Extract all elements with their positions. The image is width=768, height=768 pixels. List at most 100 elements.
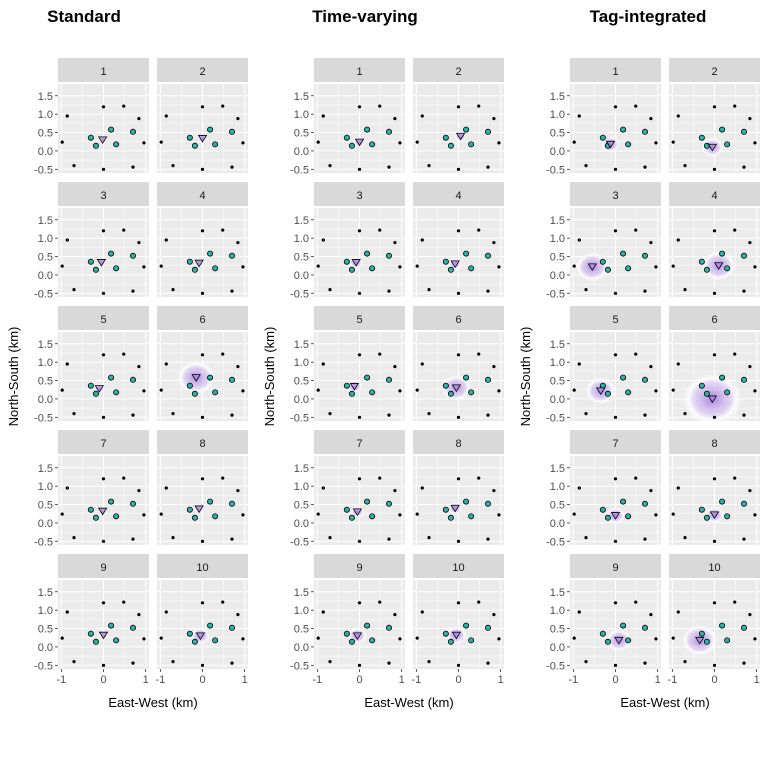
receiver-point	[343, 258, 350, 265]
x-tick-label: 0	[199, 674, 205, 686]
fixed-point	[378, 476, 382, 480]
receiver-point	[129, 128, 136, 135]
y-tick-label: 0.0	[550, 270, 565, 282]
fixed-point	[230, 661, 234, 665]
panel: 4	[413, 182, 504, 297]
fixed-point	[72, 288, 76, 292]
receiver-point	[212, 141, 219, 148]
y-tick-label: -0.5	[290, 164, 309, 176]
fixed-point	[316, 388, 320, 392]
panel: 9 1.5 1.0 0.5 0.0 -0.5-1 0 1	[34, 554, 149, 686]
y-tick-label: 1.5	[38, 91, 53, 103]
fixed-point	[497, 637, 501, 641]
fixed-point	[321, 486, 325, 490]
fixed-point	[613, 353, 618, 357]
receiver-point	[604, 514, 611, 521]
fixed-point	[60, 512, 64, 516]
receiver-point	[191, 638, 198, 645]
fixed-point	[742, 289, 746, 293]
fixed-point	[572, 140, 576, 144]
receiver-point	[385, 128, 392, 135]
panel: 2	[157, 58, 248, 173]
fixed-point	[415, 388, 419, 392]
panel: 2	[669, 58, 760, 173]
fixed-point	[137, 488, 141, 493]
panel-label: 9	[356, 562, 362, 574]
fixed-point	[137, 364, 141, 369]
fixed-point	[676, 362, 680, 366]
receiver-point	[87, 258, 94, 265]
panel-label: 10	[708, 562, 720, 574]
fixed-point	[456, 291, 461, 295]
receiver-point	[703, 390, 710, 397]
fixed-point	[427, 288, 431, 292]
fixed-point	[101, 105, 106, 109]
receiver-point	[625, 265, 632, 272]
fixed-point	[733, 228, 737, 232]
y-tick-label: -0.5	[290, 288, 309, 300]
fixed-point	[230, 413, 234, 417]
fixed-point	[497, 513, 501, 517]
fixed-point	[486, 537, 490, 541]
panel-strip	[570, 182, 661, 206]
estimate-marker	[195, 632, 206, 641]
y-tick-label: 1.0	[294, 481, 309, 493]
panel-strip	[669, 58, 760, 82]
fixed-point	[164, 238, 168, 242]
fixed-point	[316, 636, 320, 640]
panel-strip	[157, 58, 248, 82]
y-tick-label: 0.0	[294, 270, 309, 282]
receiver-point	[740, 252, 747, 259]
fixed-point	[378, 600, 382, 604]
fixed-point	[654, 389, 658, 393]
fixed-point	[200, 229, 205, 233]
fixed-point	[753, 389, 757, 393]
receiver-point	[92, 142, 99, 149]
fixed-point	[101, 539, 106, 543]
estimate-marker	[354, 138, 365, 147]
receiver-point	[604, 638, 611, 645]
panel-label: 8	[455, 438, 461, 450]
receiver-point	[599, 134, 606, 141]
group-title: Tag-integrated	[590, 7, 707, 26]
panel: 6	[669, 306, 760, 425]
fixed-point	[634, 352, 638, 356]
receiver-point	[191, 514, 198, 521]
fixed-point	[321, 610, 325, 614]
panel: 10 -1 0 1	[667, 554, 760, 686]
panel: 10 -1 0 1	[155, 554, 248, 686]
fixed-point	[236, 612, 240, 617]
panel-strip	[413, 554, 504, 578]
panel: 4	[157, 182, 248, 297]
panel: 1 1.5 1.0 0.5 0.0 -0.5	[290, 58, 405, 176]
fixed-point	[456, 539, 461, 543]
estimate-marker	[455, 132, 466, 141]
panel: 4	[669, 182, 760, 297]
fixed-point	[328, 412, 332, 416]
y-tick-label: 0.0	[38, 146, 53, 158]
receiver-point	[463, 126, 470, 133]
fixed-point	[72, 412, 76, 416]
fixed-point	[712, 601, 717, 605]
receiver-point	[92, 266, 99, 273]
fixed-point	[321, 362, 325, 366]
fixed-point	[712, 477, 717, 481]
fixed-point	[671, 636, 675, 640]
receiver-point	[92, 514, 99, 521]
fixed-point	[654, 637, 658, 641]
y-tick-label: 1.0	[550, 233, 565, 245]
receiver-point	[207, 250, 214, 257]
y-tick-label: 0.5	[550, 128, 565, 140]
panel-label: 4	[455, 190, 461, 202]
fixed-point	[643, 413, 647, 417]
y-tick-label: 0.5	[294, 500, 309, 512]
panel-label: 1	[356, 66, 362, 78]
panel-strip	[157, 554, 248, 578]
panel: 2	[413, 58, 504, 173]
y-tick-label: 1.5	[550, 339, 565, 351]
receiver-point	[620, 374, 627, 381]
fixed-point	[387, 413, 391, 417]
estimate-marker	[596, 387, 606, 395]
receiver-point	[698, 506, 705, 513]
